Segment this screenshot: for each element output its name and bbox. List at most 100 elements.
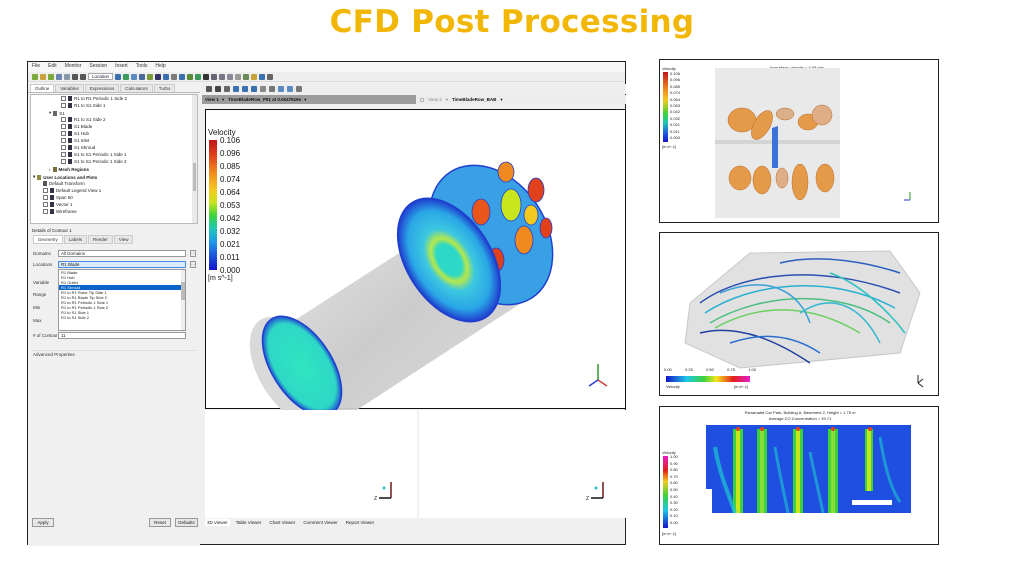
view1-object-selector[interactable]: TimeBladeRow_P01 at 0.0047619s xyxy=(228,97,302,102)
view2-selector[interactable]: View 2 xyxy=(428,97,442,102)
checkbox[interactable] xyxy=(61,117,66,122)
expand-icon[interactable]: ▾ xyxy=(49,110,52,115)
sync-icon[interactable] xyxy=(278,86,284,92)
locations-dropdown-list[interactable]: R1 Blade R1 Hub R1 Outlet R1 Shroud R1 t… xyxy=(58,269,186,331)
3d-viewport-secondary-1[interactable]: Z xyxy=(205,410,417,518)
tree-item[interactable]: S1 Blade xyxy=(61,124,92,129)
close-icon[interactable] xyxy=(203,73,210,80)
tree-scrollbar[interactable] xyxy=(192,95,197,223)
expression-icon[interactable] xyxy=(195,73,202,80)
tree-item[interactable]: ▾ S1 xyxy=(49,110,65,116)
dropdown-icon[interactable]: ▾ xyxy=(304,96,307,102)
tree-item[interactable]: S1 to S1 Periodic 1 Side 2 xyxy=(61,159,127,164)
checkbox[interactable] xyxy=(61,96,66,101)
clip-icon[interactable] xyxy=(163,73,170,80)
tree-item[interactable]: S1 Shroud xyxy=(61,145,95,150)
turbo-icon[interactable] xyxy=(259,73,266,80)
checkbox[interactable] xyxy=(43,202,48,207)
scroll-thumb[interactable] xyxy=(181,282,185,300)
tab-variables[interactable]: Variables xyxy=(55,84,84,92)
layout-icon[interactable] xyxy=(269,86,275,92)
tree-item[interactable]: Default Legend View 1 xyxy=(43,188,101,193)
apply-button[interactable]: Apply xyxy=(32,518,54,527)
tab-turbo[interactable]: Turbo xyxy=(153,84,176,92)
tab-geometry[interactable]: Geometry xyxy=(33,235,63,244)
undo-icon[interactable] xyxy=(72,73,78,80)
tree-item[interactable]: ▾ User Locations and Plots xyxy=(33,174,98,180)
tree-item[interactable]: S1 Inlet xyxy=(61,138,89,143)
probe-icon[interactable] xyxy=(260,86,266,92)
domains-select[interactable]: All Domains xyxy=(58,250,186,257)
tab-view[interactable]: View xyxy=(113,235,134,244)
tree-item[interactable]: › Mesh Regions xyxy=(49,167,90,172)
tab-report-viewer[interactable]: Report Viewer xyxy=(345,520,375,525)
light-icon[interactable] xyxy=(251,73,258,80)
dropdown-icon[interactable]: ▾ xyxy=(221,96,225,102)
open-icon[interactable] xyxy=(40,73,46,80)
view1-selector[interactable]: View 1 xyxy=(205,97,219,102)
dropdown-option[interactable]: R1 to S1 Side 2 xyxy=(61,315,90,320)
tree-item[interactable]: Default Transform xyxy=(43,181,85,186)
menu-monitor[interactable]: Monitor xyxy=(64,63,82,69)
chart-icon[interactable] xyxy=(179,73,186,80)
legend-icon[interactable] xyxy=(219,73,226,80)
dropdown-icon[interactable]: ▾ xyxy=(500,96,503,102)
print-icon[interactable] xyxy=(64,73,70,80)
zoom-box-icon[interactable] xyxy=(242,86,248,92)
lock-icon[interactable] xyxy=(287,86,293,92)
dropdown-option[interactable]: R1 Outlet xyxy=(61,280,78,285)
checkbox[interactable] xyxy=(61,103,66,108)
reset-button[interactable]: Reset xyxy=(149,518,171,527)
menu-file[interactable]: File xyxy=(32,63,41,69)
checkbox[interactable] xyxy=(61,138,66,143)
checkbox[interactable] xyxy=(61,159,66,164)
defaults-button[interactable]: Defaults xyxy=(175,518,198,527)
tab-expressions[interactable]: Expressions xyxy=(84,84,120,92)
rotate-icon[interactable] xyxy=(215,86,221,92)
report-icon[interactable] xyxy=(267,73,274,80)
expand-icon[interactable]: ▾ xyxy=(33,174,36,179)
checkbox[interactable] xyxy=(43,209,48,214)
tree-item[interactable]: R1 to S1 Side 2 xyxy=(61,117,106,122)
maximize-icon[interactable]: ▢ xyxy=(420,96,425,102)
cursor-icon[interactable] xyxy=(296,86,302,92)
checkbox[interactable] xyxy=(43,188,48,193)
3d-viewport-secondary-2[interactable]: Z xyxy=(419,410,626,518)
dropdown-option[interactable]: R1 to R1 Rotor Tip Side 1 xyxy=(61,290,107,295)
text-icon[interactable] xyxy=(155,73,162,80)
tree-item[interactable]: Wireframe xyxy=(43,209,77,214)
vector-icon[interactable] xyxy=(115,73,122,80)
menu-session[interactable]: Session xyxy=(89,63,108,69)
coord-frame-icon[interactable] xyxy=(235,73,242,80)
mesh-icon[interactable] xyxy=(171,73,178,80)
redo-icon[interactable] xyxy=(80,73,86,80)
tree-item[interactable]: S1 Hub xyxy=(61,131,89,136)
expand-icon[interactable]: › xyxy=(49,167,51,172)
checkbox[interactable] xyxy=(61,152,66,157)
fit-view-icon[interactable] xyxy=(251,86,257,92)
advanced-properties-toggle[interactable]: Advanced Properties xyxy=(33,350,196,358)
view2-object-selector[interactable]: TimeBladeRow_BAB xyxy=(451,97,497,102)
tree-item[interactable]: R1 to R1 Periodic 1 Side 2 xyxy=(61,96,127,101)
contours-stepper[interactable]: 11 xyxy=(58,332,186,339)
tab-labels[interactable]: Labels xyxy=(63,235,88,244)
color-map-icon[interactable] xyxy=(243,73,250,80)
load-icon[interactable] xyxy=(48,73,54,80)
tree-item[interactable]: Vector 1 xyxy=(43,202,73,207)
calculator-icon[interactable] xyxy=(211,73,218,80)
3d-viewport-main[interactable]: Velocity 0.106 0.096 0.085 0.074 0.064 0… xyxy=(205,109,626,410)
menu-tools[interactable]: Tools xyxy=(135,63,148,69)
checkbox[interactable] xyxy=(43,195,48,200)
dropdown-option[interactable]: R1 to R1 Periodic 1 Side 1 xyxy=(61,300,109,305)
tab-3d-viewer[interactable]: 3D Viewer xyxy=(205,519,230,526)
checkbox[interactable] xyxy=(61,145,66,150)
locations-more-button[interactable]: … xyxy=(190,261,196,268)
tree-item[interactable]: R1 to S1 Side 1 xyxy=(61,103,106,108)
tab-calculators[interactable]: Calculators xyxy=(120,84,153,92)
tab-chart-viewer[interactable]: Chart Viewer xyxy=(269,520,296,525)
tree-item[interactable]: Span 50 xyxy=(43,195,73,200)
menu-edit[interactable]: Edit xyxy=(48,63,57,69)
checkbox[interactable] xyxy=(61,131,66,136)
dropdown-option[interactable]: R1 to R1 Periodic 1 Side 2 xyxy=(61,305,109,310)
tab-table-viewer[interactable]: Table Viewer xyxy=(235,520,262,525)
